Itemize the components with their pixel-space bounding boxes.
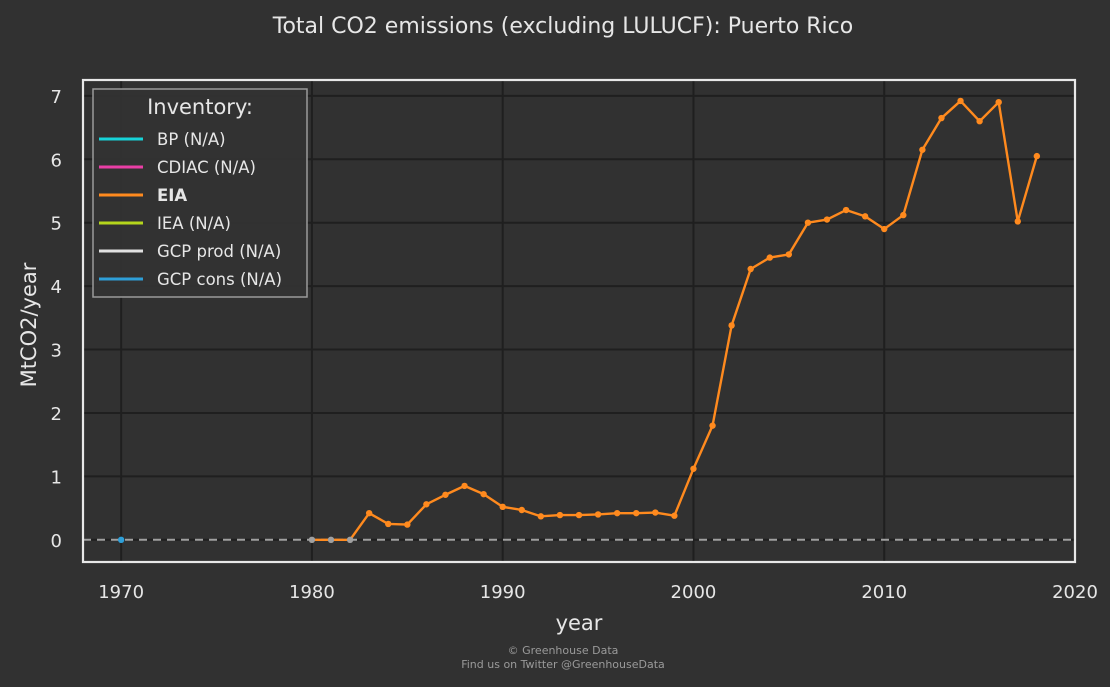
data-point (766, 254, 773, 261)
data-point (785, 251, 793, 258)
data-point (1033, 152, 1041, 160)
x-tick-label: 2010 (861, 582, 907, 603)
x-tick-label: 1980 (289, 582, 335, 603)
data-point (499, 503, 506, 511)
data-point (823, 216, 831, 223)
data-point (995, 98, 1002, 106)
legend: Inventory: BP (N/A) CDIAC (N/A) EIA IEA (N/… (92, 88, 308, 298)
x-tick-labels: 1970 1980 1990 2000 2010 2020 (98, 582, 1098, 603)
data-point (900, 211, 907, 219)
legend-label: CDIAC (N/A) (157, 158, 256, 177)
data-point (976, 118, 983, 125)
data-point (842, 206, 850, 214)
y-tick-label: 1 (51, 467, 62, 488)
y-tick-label: 0 (51, 531, 62, 552)
plot-frame (81, 78, 1077, 564)
data-point (957, 97, 964, 105)
y-tick-labels: 0 1 2 3 4 5 6 7 (51, 87, 62, 552)
data-point (461, 482, 468, 490)
data-point (709, 422, 716, 429)
chart-title: Total CO2 emissions (excluding LULUCF): … (272, 14, 853, 39)
x-tick-label: 2000 (671, 582, 717, 603)
footer-twitter: Find us on Twitter @GreenhouseData (461, 658, 665, 671)
series-layer (117, 97, 1041, 544)
y-tick-label: 3 (51, 341, 62, 362)
data-point (327, 536, 335, 544)
legend-label: IEA (N/A) (157, 214, 231, 233)
data-point (861, 213, 869, 220)
data-point (1014, 218, 1021, 225)
data-point (938, 114, 945, 122)
data-point (671, 512, 678, 519)
data-point (881, 225, 888, 233)
data-point (556, 511, 564, 519)
data-point (804, 219, 812, 226)
y-axis-label: MtCO2/year (17, 262, 41, 387)
data-point (385, 520, 392, 528)
legend-entries: BP (N/A) CDIAC (N/A) EIA IEA (N/A) GCP prod … (99, 130, 282, 289)
y-tick-label: 5 (51, 214, 62, 235)
legend-label: EIA (157, 186, 187, 205)
data-point (346, 536, 354, 544)
x-tick-label: 2020 (1052, 582, 1098, 603)
data-point (117, 536, 125, 544)
data-point (518, 506, 525, 514)
x-tick-label: 1990 (480, 582, 526, 603)
y-tick-label: 4 (51, 277, 62, 298)
legend-label: BP (N/A) (157, 130, 226, 149)
data-point (575, 511, 583, 519)
y-tick-label: 7 (51, 87, 62, 108)
legend-box (92, 88, 308, 298)
y-tick-label: 2 (51, 404, 62, 425)
data-point (747, 265, 754, 273)
legend-label: GCP cons (N/A) (157, 270, 282, 289)
data-point (308, 536, 316, 544)
data-point (480, 490, 487, 498)
data-point (442, 491, 449, 498)
legend-label: GCP prod (N/A) (157, 242, 281, 261)
data-point (404, 521, 411, 528)
series-line (311, 99, 1038, 542)
data-point (690, 465, 697, 472)
data-point (537, 513, 545, 520)
data-point (919, 146, 926, 153)
data-point (633, 509, 640, 517)
data-point (594, 511, 602, 518)
footer-copyright: © Greenhouse Data (508, 644, 619, 657)
x-axis-label: year (556, 611, 603, 635)
data-point (423, 501, 430, 508)
data-point (728, 322, 735, 329)
y-tick-label: 6 (51, 150, 62, 171)
legend-title: Inventory: (147, 95, 253, 119)
data-point (652, 509, 659, 516)
x-tick-label: 1970 (98, 582, 144, 603)
data-point (365, 509, 373, 517)
data-point (613, 509, 621, 517)
